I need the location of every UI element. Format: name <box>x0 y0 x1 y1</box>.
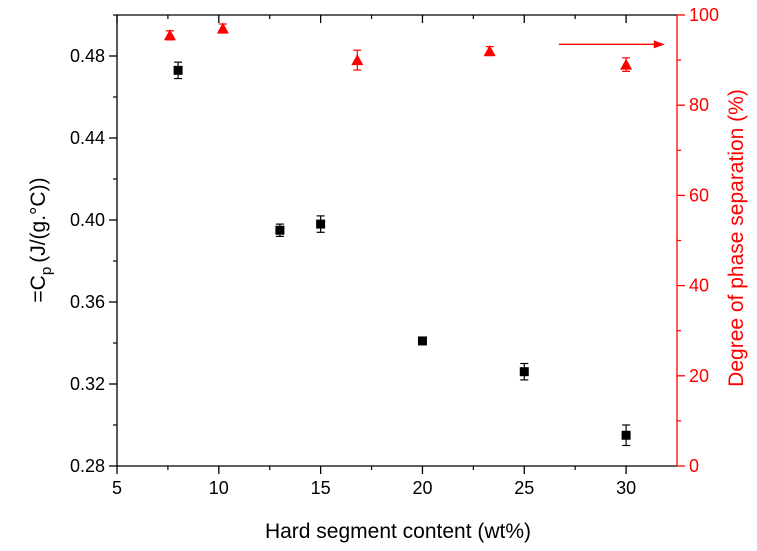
y-left-tick-label: 0.32 <box>70 374 105 394</box>
y-right-tick-label: 100 <box>689 5 719 25</box>
series-phase-separation <box>163 22 633 72</box>
x-tick-label: 5 <box>112 478 122 498</box>
y-right-tick-label: 20 <box>689 366 709 386</box>
heat-capacity-point <box>316 219 326 229</box>
y-right-tick-label: 60 <box>689 185 709 205</box>
phase-separation-point <box>216 22 229 34</box>
annotations <box>558 40 665 49</box>
phase-separation-point <box>483 45 496 57</box>
x-tick-label: 25 <box>514 478 534 498</box>
y-axis-left-title-sub: p <box>38 267 55 275</box>
plot-frame <box>116 14 678 467</box>
x-tick-label: 20 <box>412 478 432 498</box>
axis-arrow-head <box>653 40 665 49</box>
y-right-tick-label: 40 <box>689 276 709 296</box>
heat-capacity-point <box>173 65 183 75</box>
y-left-tick-label: 0.40 <box>70 210 105 230</box>
y-axis-right-title: Degree of phase separation (%) <box>725 89 748 387</box>
x-tick-label: 15 <box>311 478 331 498</box>
y-axis-right: 0 20 40 60 80 100 <box>677 5 719 476</box>
y-right-tick-label: 0 <box>689 456 699 476</box>
x-axis-title: Hard segment content (wt%) <box>265 520 531 543</box>
heat-capacity-point <box>417 336 427 346</box>
y-left-tick-label: 0.36 <box>70 292 105 312</box>
y-left-tick-label: 0.48 <box>70 46 105 66</box>
y-axis-left-title-suffix: (J/(g.°C)) <box>27 177 50 262</box>
series-heat-capacity <box>173 61 631 447</box>
x-tick-label: 10 <box>209 478 229 498</box>
y-axis-left-title: =Cp (J/(g.°C)) <box>27 177 55 302</box>
y-axis-left: 0.28 0.32 0.36 0.40 0.44 0.48 <box>70 14 117 476</box>
y-axis-left-title-prefix: =C <box>27 275 50 302</box>
phase-separation-point <box>163 29 176 41</box>
y-right-tick-label: 80 <box>689 95 709 115</box>
heat-capacity-point <box>621 430 631 440</box>
y-left-tick-label: 0.44 <box>70 128 105 148</box>
phase-separation-point <box>351 54 364 66</box>
y-left-tick-label: 0.28 <box>70 456 105 476</box>
x-tick-label: 30 <box>616 478 636 498</box>
heat-capacity-point <box>275 225 285 235</box>
x-axis: 5 10 15 20 25 30 <box>112 15 636 498</box>
heat-capacity-point <box>519 367 529 377</box>
phase-separation-point <box>620 58 633 70</box>
